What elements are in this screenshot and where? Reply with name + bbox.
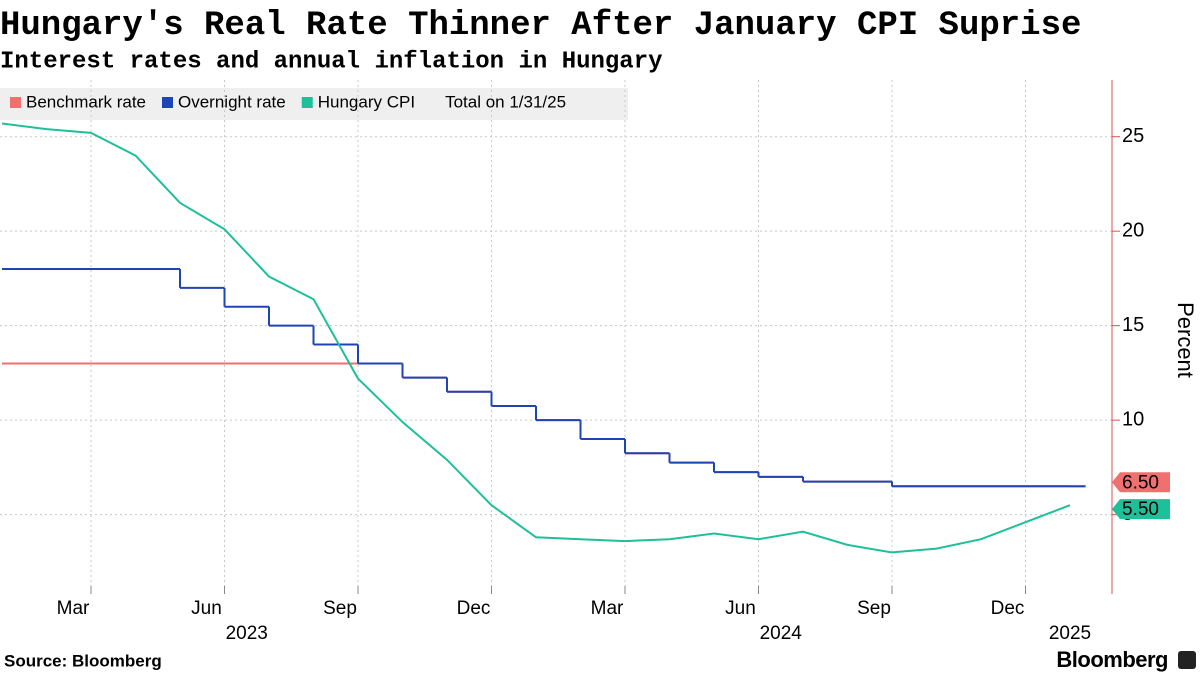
source: Source: Bloomberg (4, 651, 162, 670)
x-tick-label: Jun (725, 598, 756, 619)
end-label-box (1112, 472, 1170, 493)
chart-title: Hungary's Real Rate Thinner After Januar… (0, 7, 1081, 45)
x-tick-label: Dec (457, 598, 491, 619)
x-tick-label: Mar (57, 598, 90, 619)
x-tick-label: Sep (323, 598, 357, 619)
legend-label: Overnight rate (178, 92, 286, 111)
y-tick-label: 20 (1122, 219, 1144, 241)
legend-swatch (162, 97, 173, 108)
year-label: 2025 (1049, 623, 1091, 644)
year-label: 2024 (760, 623, 803, 644)
line (1, 122, 1071, 554)
legend-note: Total on 1/31/25 (445, 92, 566, 111)
legend-swatch (10, 97, 21, 108)
x-tick-label: Jun (191, 598, 222, 619)
end-label: 5.50 (1122, 499, 1159, 520)
legend-background (0, 88, 628, 120)
year-label: 2023 (226, 623, 268, 644)
y-tick-label: 25 (1122, 125, 1144, 147)
brand-icon (1178, 651, 1196, 669)
end-label-box (1112, 499, 1170, 520)
legend-label: Benchmark rate (26, 92, 146, 111)
legend-label: Hungary CPI (318, 92, 415, 111)
x-tick-label: Sep (857, 598, 891, 619)
x-tick-label: Dec (991, 598, 1025, 619)
brand: Bloomberg (1056, 647, 1168, 672)
x-tick-label: Mar (591, 598, 624, 619)
legend-swatch (301, 97, 313, 108)
y-tick-label: 15 (1122, 314, 1144, 336)
y-axis-label: Percent (1173, 302, 1198, 378)
y-tick-label: 10 (1122, 408, 1144, 430)
end-label: 6.50 (1122, 472, 1159, 493)
chart-subtitle: Interest rates and annual inflation in H… (0, 48, 663, 75)
